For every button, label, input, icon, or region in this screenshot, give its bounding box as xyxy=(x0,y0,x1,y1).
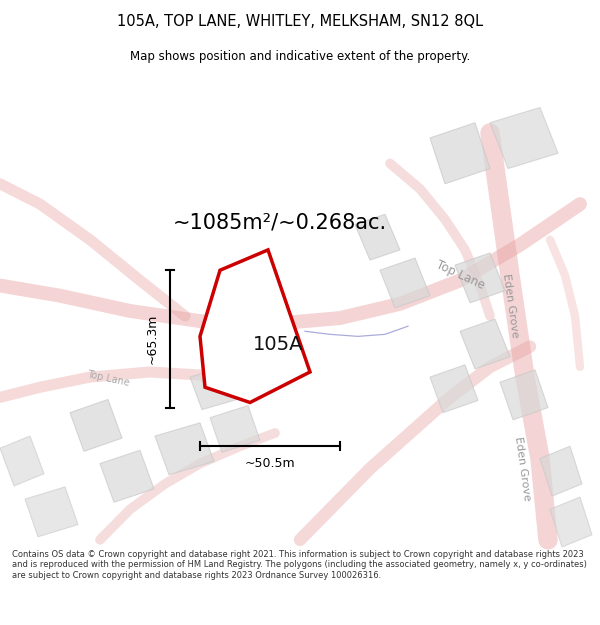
Polygon shape xyxy=(550,497,592,547)
Polygon shape xyxy=(190,367,237,409)
Polygon shape xyxy=(380,258,430,308)
Polygon shape xyxy=(0,436,44,486)
Polygon shape xyxy=(500,370,548,420)
Text: Contains OS data © Crown copyright and database right 2021. This information is : Contains OS data © Crown copyright and d… xyxy=(12,550,587,580)
Polygon shape xyxy=(460,319,510,369)
Text: ~65.3m: ~65.3m xyxy=(146,314,158,364)
Polygon shape xyxy=(430,365,478,413)
Text: Eden Grove: Eden Grove xyxy=(512,436,532,501)
Text: 105A, TOP LANE, WHITLEY, MELKSHAM, SN12 8QL: 105A, TOP LANE, WHITLEY, MELKSHAM, SN12 … xyxy=(117,14,483,29)
Polygon shape xyxy=(430,122,490,184)
Text: ~50.5m: ~50.5m xyxy=(245,457,295,470)
Text: Eden Grove: Eden Grove xyxy=(500,273,520,339)
Text: 105A: 105A xyxy=(253,335,303,354)
Polygon shape xyxy=(455,253,505,302)
Polygon shape xyxy=(355,214,400,260)
Polygon shape xyxy=(540,446,582,496)
Text: ~1085m²/~0.268ac.: ~1085m²/~0.268ac. xyxy=(173,213,387,232)
Polygon shape xyxy=(210,406,260,452)
Polygon shape xyxy=(155,423,214,475)
Polygon shape xyxy=(490,107,558,169)
Text: Top Lane: Top Lane xyxy=(86,370,130,389)
Polygon shape xyxy=(100,450,154,503)
Text: Top Lane: Top Lane xyxy=(434,258,487,292)
Polygon shape xyxy=(200,250,310,402)
Text: Map shows position and indicative extent of the property.: Map shows position and indicative extent… xyxy=(130,50,470,63)
Polygon shape xyxy=(70,399,122,451)
Polygon shape xyxy=(25,487,78,537)
